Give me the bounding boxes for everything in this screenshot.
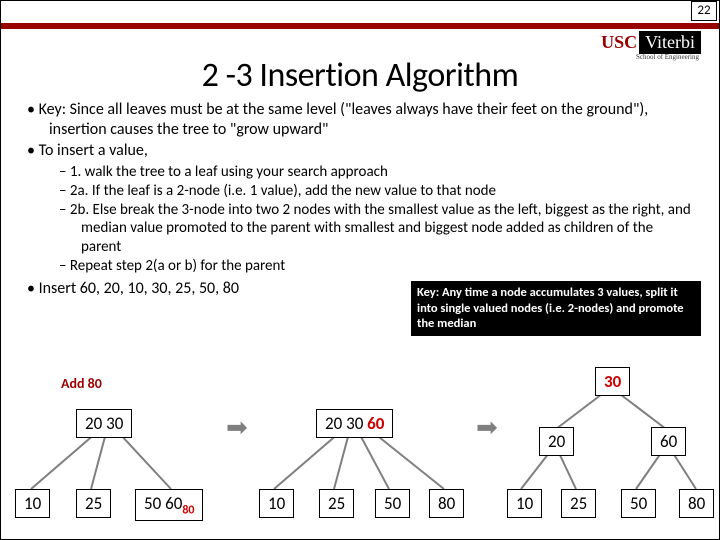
school-text: School of Engineering <box>636 53 699 61</box>
slide: 22 USC Viterbi School of Engineering 2 -… <box>0 0 720 540</box>
t1-leaf-50-60-80: 50 6080 <box>135 489 203 521</box>
t1-leaf-10: 10 <box>15 489 50 518</box>
t1-leaf-25: 25 <box>76 489 111 518</box>
t3-leaf-50: 50 <box>621 489 656 518</box>
slide-title: 2 -3 Insertion Algorithm <box>1 55 719 96</box>
t2-leaf-10: 10 <box>259 489 294 518</box>
t2-root-60: 60 <box>367 413 384 434</box>
red-strip <box>1 23 719 29</box>
content-block: Key: Since all leaves must be at the sam… <box>1 96 719 299</box>
sub-2b: 2b. Else break the 3-node into two 2 nod… <box>59 201 693 256</box>
t3-leaf-80: 80 <box>679 489 714 518</box>
arrow-icon: ➡ <box>226 411 248 443</box>
t3-root-30: 30 <box>604 371 621 392</box>
usc-viterbi-logo: USC Viterbi <box>601 31 701 54</box>
t3-leaf-10: 10 <box>507 489 542 518</box>
diagram-area: Add 80 20 30 10 25 50 6080 ➡ 20 30 60 10… <box>1 361 719 531</box>
usc-text: USC <box>601 32 637 53</box>
t2-leaf-25: 25 <box>319 489 354 518</box>
t1-leaf-5060: 50 60 <box>144 493 182 514</box>
bullet-key: Key: Since all leaves must be at the sam… <box>27 100 693 139</box>
sub-repeat: Repeat step 2(a or b) for the parent <box>59 257 693 275</box>
t2-leaf-80: 80 <box>429 489 464 518</box>
arrow-icon: ➡ <box>476 411 498 443</box>
t3-mid-60: 60 <box>651 427 686 456</box>
sub-2a: 2a. If the leaf is a 2-node (i.e. 1 valu… <box>59 182 693 200</box>
t1-root: 20 30 <box>76 409 132 438</box>
topbar: 22 <box>1 1 719 23</box>
t2-root: 20 30 60 <box>316 409 393 438</box>
t3-leaf-25: 25 <box>561 489 596 518</box>
page-number: 22 <box>691 1 717 21</box>
t2-root-2030: 20 30 <box>325 413 367 434</box>
viterbi-text: Viterbi <box>639 31 701 54</box>
t2-leaf-50: 50 <box>375 489 410 518</box>
key-box: Key: Any time a node accumulates 3 value… <box>411 281 701 336</box>
t3-mid-20: 20 <box>539 427 574 456</box>
sub-1: 1. walk the tree to a leaf using your se… <box>59 163 693 181</box>
bullet-insert: To insert a value, <box>27 141 693 161</box>
t3-root: 30 <box>595 367 630 396</box>
t1-leaf-80: 80 <box>182 503 194 517</box>
add-80-label: Add 80 <box>61 375 102 392</box>
